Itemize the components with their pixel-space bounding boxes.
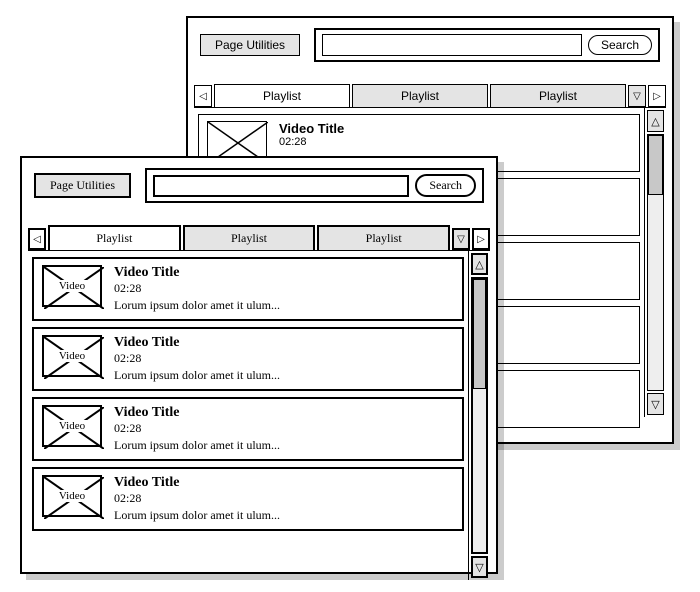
list-item-text: Video Title 02:28 Lorum ipsum dolor amet… <box>114 265 280 313</box>
video-description: Lorum ipsum dolor amet it ulum... <box>114 438 280 453</box>
scroll-up-icon[interactable]: △ <box>471 253 488 275</box>
list-item[interactable]: Video Video Title 02:28 Lorum ipsum dolo… <box>32 327 464 391</box>
video-thumbnail: Video <box>42 475 102 517</box>
tab-playlist[interactable]: Playlist <box>214 84 350 107</box>
list-item-text: Video Title 02:28 <box>279 121 344 148</box>
list-item-text: Video Title 02:28 Lorum ipsum dolor amet… <box>114 335 280 383</box>
page-utilities-button[interactable]: Page Utilities <box>200 34 300 56</box>
back-scrollbar: △ ▽ <box>644 108 666 417</box>
tab-playlist[interactable]: Playlist <box>48 225 181 250</box>
tab-scroll-left-icon[interactable]: ◁ <box>28 228 46 250</box>
video-duration: 02:28 <box>114 491 280 506</box>
video-description: Lorum ipsum dolor amet it ulum... <box>114 298 280 313</box>
back-header: Page Utilities Search <box>188 18 672 72</box>
search-container: Search <box>145 168 484 203</box>
tab-scroll-left-icon[interactable]: ◁ <box>194 85 212 107</box>
video-title: Video Title <box>114 265 280 281</box>
thumbnail-label: Video <box>57 280 87 292</box>
tab-dropdown-icon[interactable]: ▽ <box>628 85 646 107</box>
video-duration: 02:28 <box>114 281 280 296</box>
front-window: Page Utilities Search ◁ Playlist Playlis… <box>20 156 498 574</box>
tab-playlist[interactable]: Playlist <box>183 225 316 250</box>
video-duration: 02:28 <box>279 136 344 148</box>
video-title: Video Title <box>279 121 344 136</box>
search-button[interactable]: Search <box>588 35 652 55</box>
thumbnail-label: Video <box>57 420 87 432</box>
tab-playlist[interactable]: Playlist <box>490 84 626 107</box>
video-title: Video Title <box>114 475 280 491</box>
tab-scroll-right-icon[interactable]: ▷ <box>648 85 666 107</box>
video-thumbnail: Video <box>42 335 102 377</box>
list-item-text: Video Title 02:28 Lorum ipsum dolor amet… <box>114 475 280 523</box>
tab-dropdown-icon[interactable]: ▽ <box>452 228 470 250</box>
scroll-up-icon[interactable]: △ <box>647 110 664 132</box>
list-item[interactable]: Video Video Title 02:28 Lorum ipsum dolo… <box>32 257 464 321</box>
tab-playlist[interactable]: Playlist <box>317 225 450 250</box>
search-input[interactable] <box>322 34 582 56</box>
scroll-thumb[interactable] <box>473 279 486 389</box>
thumbnail-label: Video <box>57 490 87 502</box>
video-title: Video Title <box>114 335 280 351</box>
scroll-track[interactable] <box>647 134 664 391</box>
list-item[interactable]: Video Video Title 02:28 Lorum ipsum dolo… <box>32 467 464 531</box>
page-utilities-button[interactable]: Page Utilities <box>34 173 131 198</box>
scroll-track[interactable] <box>471 277 488 554</box>
search-container: Search <box>314 28 660 62</box>
thumbnail-label: Video <box>57 350 87 362</box>
tab-playlist[interactable]: Playlist <box>352 84 488 107</box>
video-duration: 02:28 <box>114 351 280 366</box>
search-input[interactable] <box>153 175 409 197</box>
tab-scroll-right-icon[interactable]: ▷ <box>472 228 490 250</box>
video-description: Lorum ipsum dolor amet it ulum... <box>114 508 280 523</box>
front-header: Page Utilities Search <box>22 158 496 213</box>
video-duration: 02:28 <box>114 421 280 436</box>
front-list: Video Video Title 02:28 Lorum ipsum dolo… <box>28 251 468 580</box>
front-tabbar: ◁ Playlist Playlist Playlist ▽ ▷ <box>22 225 496 250</box>
front-content: Video Video Title 02:28 Lorum ipsum dolo… <box>28 250 490 580</box>
list-item[interactable]: Video Video Title 02:28 Lorum ipsum dolo… <box>32 397 464 461</box>
video-title: Video Title <box>114 405 280 421</box>
video-thumbnail: Video <box>42 405 102 447</box>
scroll-down-icon[interactable]: ▽ <box>471 556 488 578</box>
scroll-down-icon[interactable]: ▽ <box>647 393 664 415</box>
front-scrollbar: △ ▽ <box>468 251 490 580</box>
scroll-thumb[interactable] <box>648 135 663 195</box>
video-thumbnail: Video <box>42 265 102 307</box>
back-tabbar: ◁ Playlist Playlist Playlist ▽ ▷ <box>188 84 672 107</box>
list-item-text: Video Title 02:28 Lorum ipsum dolor amet… <box>114 405 280 453</box>
search-button[interactable]: Search <box>415 174 476 197</box>
video-description: Lorum ipsum dolor amet it ulum... <box>114 368 280 383</box>
